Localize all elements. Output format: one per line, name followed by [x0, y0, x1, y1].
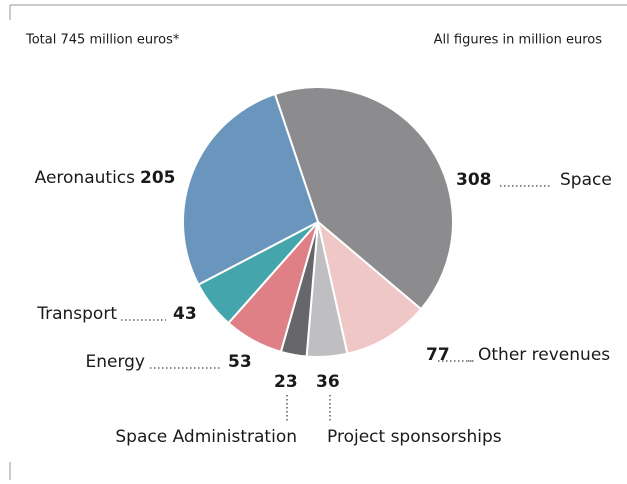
slice-label: Other revenues [478, 345, 610, 365]
value-label: 308 [456, 170, 492, 190]
pie-slice [273, 86, 454, 311]
pie-slice [182, 92, 320, 287]
value-label: 23 [274, 372, 298, 392]
slice-label: Space Administration [115, 427, 297, 447]
value-label: 43 [173, 304, 197, 324]
value-label: 53 [228, 352, 252, 372]
chart-title: Total 745 million euros* [25, 33, 180, 48]
slice-label: Space [560, 170, 612, 190]
value-label: 205 [140, 168, 176, 188]
value-label: 77 [426, 345, 450, 365]
slice-label: Energy [85, 352, 145, 372]
slice-label: Transport [36, 304, 117, 324]
slice-label: Aeronautics [35, 168, 136, 188]
chart-subtitle: All figures in million euros [434, 33, 603, 48]
value-label: 36 [316, 372, 340, 392]
pie-slice [316, 219, 423, 355]
slice-label: Project sponsorships [327, 427, 502, 447]
